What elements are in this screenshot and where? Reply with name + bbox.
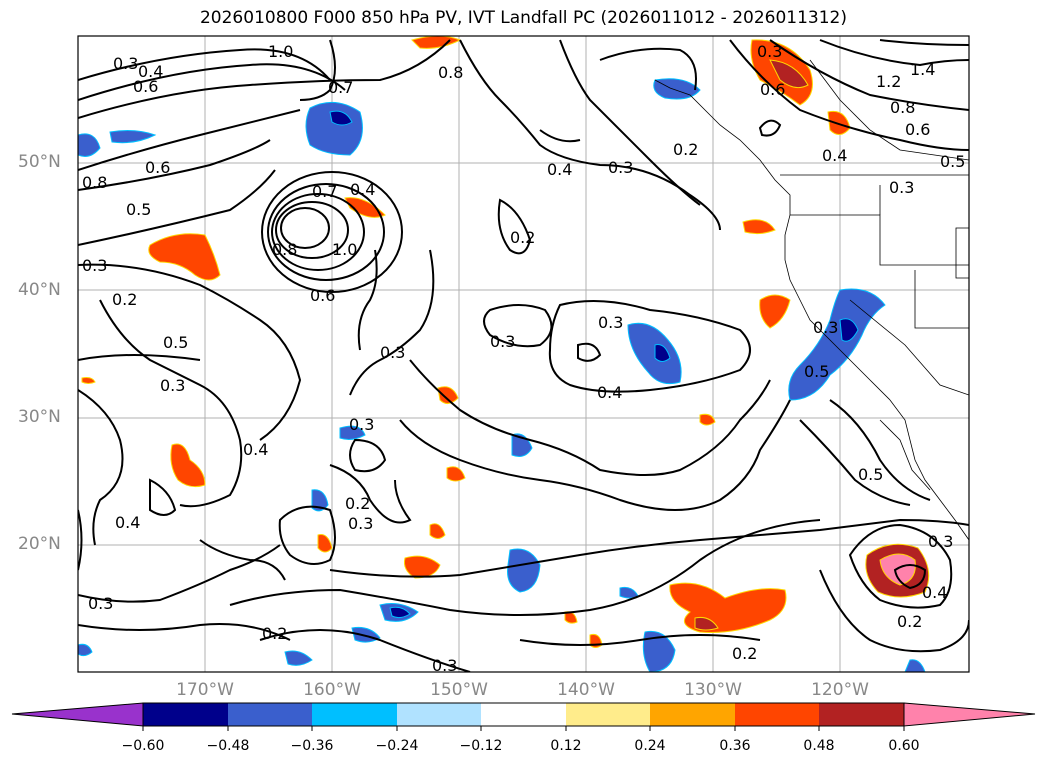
contour-label: 0.4 — [243, 440, 269, 459]
colorbar-segment — [312, 703, 397, 726]
colorbar-segment — [735, 703, 819, 726]
colorbar-tick-label: −0.36 — [290, 738, 334, 754]
contour-label: 0.3 — [113, 54, 139, 73]
contour-label: 0.3 — [432, 656, 458, 675]
contour-label: 0.6 — [145, 158, 171, 177]
lon-label-170w: 170°W — [176, 680, 234, 700]
contour-label: 0.5 — [940, 152, 966, 171]
contour-label: 0.4 — [138, 62, 164, 81]
lat-label-40n: 40°N — [18, 280, 61, 300]
contour-label: 0.4 — [822, 146, 848, 165]
positive-anomaly-fills — [81, 36, 930, 648]
colorbar-tick-label: 0.24 — [634, 738, 666, 754]
colorbar-segment — [228, 703, 312, 726]
map-frame — [77, 35, 970, 673]
lon-label-140w: 140°W — [557, 680, 615, 700]
colorbar-tick-label: 0.48 — [803, 738, 835, 754]
coastlines — [654, 59, 969, 541]
contour-label: 0.5 — [858, 465, 884, 484]
contour-label: 0.7 — [312, 182, 338, 201]
contour-label: 0.4 — [115, 513, 141, 532]
colorbar-segment — [397, 703, 481, 726]
colorbar-extend-high — [903, 702, 1036, 727]
contour-label: 0.6 — [310, 286, 336, 305]
contour-label: 0.3 — [928, 532, 954, 551]
contour-label: 0.6 — [133, 77, 159, 96]
contour-label: 1.4 — [910, 60, 936, 79]
contour-label: 0.8 — [438, 63, 464, 82]
contour-label: 0.6 — [905, 120, 931, 139]
pv-contours — [78, 39, 969, 672]
contour-label: 0.3 — [608, 158, 634, 177]
contour-label: 0.3 — [757, 42, 783, 61]
contour-label: 0.3 — [82, 256, 108, 275]
colorbar-segment — [566, 703, 650, 726]
contour-label: 0.3 — [380, 343, 406, 362]
contour-label: 0.2 — [673, 140, 699, 159]
contour-label: 0.3 — [348, 514, 374, 533]
contour-label: 0.3 — [88, 594, 114, 613]
lat-label-20n: 20°N — [18, 534, 61, 554]
colorbar-tick-label: 0.60 — [888, 738, 920, 754]
contour-label: 0.5 — [126, 200, 152, 219]
lon-label-150w: 150°W — [430, 680, 488, 700]
contour-label: 1.2 — [876, 72, 902, 91]
colorbar-tick-label: −0.12 — [459, 738, 503, 754]
colorbar-extend-low — [11, 702, 144, 727]
contour-label: 0.2 — [510, 228, 536, 247]
lon-label-120w: 120°W — [811, 680, 869, 700]
contour-label: 0.4 — [547, 160, 573, 179]
contour-label: 0.2 — [112, 290, 138, 309]
contour-label: 0.3 — [490, 332, 516, 351]
contour-label: 0.3 — [598, 313, 624, 332]
contour-label: 0.6 — [760, 80, 786, 99]
contour-label: 0.5 — [804, 362, 830, 381]
colorbar-tick-label: −0.60 — [121, 738, 165, 754]
contour-label: 0.3 — [889, 178, 915, 197]
colorbar-tick-label: −0.48 — [206, 738, 250, 754]
contour-label: 0.3 — [349, 415, 375, 434]
colorbar-segment — [481, 703, 566, 726]
lat-label-50n: 50°N — [18, 152, 61, 172]
contour-label: 0.8 — [82, 173, 108, 192]
contour-label: 0.8 — [890, 98, 916, 117]
colorbar-segment — [819, 703, 904, 726]
contour-label: 1.0 — [332, 240, 358, 259]
colorbar-tick-label: 0.36 — [719, 738, 751, 754]
lon-label-160w: 160°W — [303, 680, 361, 700]
contour-label: 0.7 — [328, 78, 354, 97]
colorbar-tick-label: −0.24 — [375, 738, 419, 754]
contour-label: 0.8 — [272, 240, 298, 259]
lat-label-30n: 30°N — [18, 407, 61, 427]
contour-label: 0.5 — [163, 333, 189, 352]
contour-label: 0.2 — [345, 494, 371, 513]
colorbar-segment — [650, 703, 735, 726]
contour-label: 0.2 — [897, 612, 923, 631]
contour-label: 0.2 — [732, 644, 758, 663]
negative-anomaly-fills — [78, 78, 926, 672]
contour-label: 1.0 — [268, 42, 294, 61]
colorbar-tick-label: 0.12 — [550, 738, 582, 754]
lon-label-130w: 130°W — [684, 680, 742, 700]
contour-label: 0.4 — [922, 583, 948, 602]
contour-label: 0.3 — [813, 318, 839, 337]
contour-label: 0.3 — [160, 376, 186, 395]
contour-label: 0.4 — [597, 383, 623, 402]
contour-label: 0.4 — [350, 180, 376, 199]
colorbar-segment — [143, 703, 228, 726]
map-title: 2026010800 F000 850 hPa PV, IVT Landfall… — [199, 8, 847, 28]
contour-label: 0.2 — [262, 624, 288, 643]
